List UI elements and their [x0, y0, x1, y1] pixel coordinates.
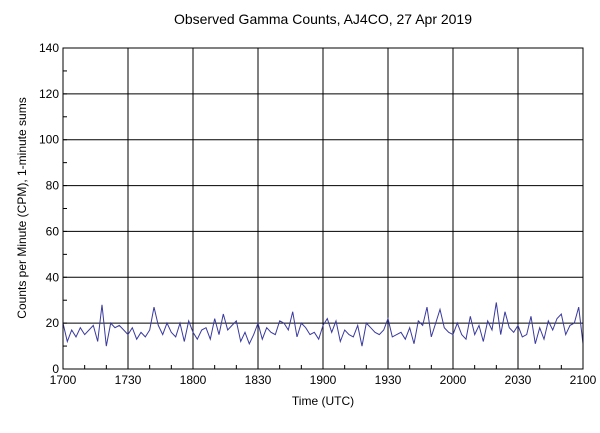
y-tick-label: 40	[46, 270, 60, 284]
y-axis-label: Counts per Minute (CPM), 1-minute sums	[15, 97, 29, 318]
tick-labels: 0 20 40 60 80 100 120 140 1700 1730 1800 1830 1900 19…	[39, 41, 597, 387]
x-tick-label: 1700	[50, 373, 77, 387]
series-line-cpm	[62, 302, 584, 347]
y-tick-label: 140	[39, 41, 59, 55]
x-tick-label: 1900	[310, 373, 337, 387]
y-tick-label: 100	[39, 133, 59, 147]
plot-frame	[62, 47, 584, 370]
x-tick-label: 2000	[440, 373, 467, 387]
y-tick-label: 80	[46, 179, 60, 193]
x-tick-label: 2100	[570, 373, 597, 387]
x-tick-label: 1800	[180, 373, 207, 387]
y-tick-label: 120	[39, 87, 59, 101]
x-tick-label: 1830	[245, 373, 272, 387]
x-tick-label: 1730	[115, 373, 142, 387]
chart-title: Observed Gamma Counts, AJ4CO, 27 Apr 201…	[174, 11, 472, 27]
y-tick-label: 60	[46, 224, 60, 238]
y-tick-label: 0	[52, 362, 59, 376]
x-axis-label: Time (UTC)	[292, 394, 354, 408]
y-tick-label: 20	[46, 316, 60, 330]
grid	[63, 48, 583, 369]
x-tick-label: 1930	[375, 373, 402, 387]
x-tick-label: 2030	[505, 373, 532, 387]
